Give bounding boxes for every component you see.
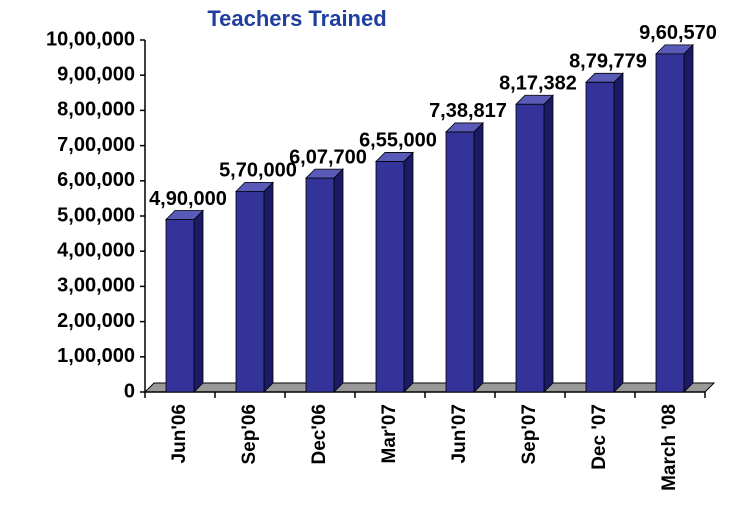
bar-side	[193, 209, 204, 393]
floor	[143, 382, 716, 393]
y-tick-label: 2,00,000	[57, 310, 135, 332]
bar-front	[375, 161, 405, 393]
x-tick-label: Jun'07	[449, 404, 470, 463]
y-tick-label: 8,00,000	[57, 99, 135, 121]
y-tick-label: 10,00,000	[46, 28, 135, 50]
bar-side	[613, 72, 624, 393]
bar-front	[515, 103, 545, 393]
value-label: 7,38,817	[429, 100, 507, 122]
y-tick-label: 0	[124, 380, 135, 402]
bar-side	[333, 168, 344, 393]
value-label: 6,55,000	[359, 130, 437, 152]
bar	[655, 43, 694, 393]
value-label: 8,79,779	[569, 51, 647, 73]
bar	[165, 209, 204, 393]
y-tick-label: 1,00,000	[57, 345, 135, 367]
bar-side	[263, 181, 274, 393]
bar-front	[235, 190, 265, 393]
y-tick-label: 7,00,000	[57, 134, 135, 156]
bar	[445, 121, 484, 393]
x-tick-label: Dec'06	[309, 404, 330, 465]
value-label: 9,60,570	[639, 22, 717, 44]
y-tick-label: 4,00,000	[57, 239, 135, 261]
bar-side	[683, 43, 694, 393]
x-tick-label: Sep'06	[239, 404, 260, 465]
bar	[515, 94, 554, 393]
bar-side	[403, 151, 414, 393]
bar-front	[655, 53, 685, 393]
x-tick-label: Jun'06	[169, 404, 190, 463]
bar-side	[543, 94, 554, 393]
bar	[235, 181, 274, 393]
x-tick-label: Mar'07	[379, 404, 400, 463]
y-tick-label: 6,00,000	[57, 169, 135, 191]
x-tick-label: Sep'07	[519, 404, 540, 465]
bar	[375, 151, 414, 393]
x-tick-label: March '08	[659, 404, 680, 491]
bar-front	[305, 177, 335, 393]
bar-front	[585, 81, 615, 393]
value-label: 4,90,000	[149, 188, 227, 210]
bar-front	[165, 219, 195, 393]
bar	[585, 72, 624, 393]
value-label: 8,17,382	[499, 73, 577, 95]
y-tick-label: 3,00,000	[57, 275, 135, 297]
y-tick-label: 5,00,000	[57, 204, 135, 226]
bar	[305, 168, 344, 393]
bar-front	[445, 131, 475, 393]
value-label: 6,07,700	[289, 146, 367, 168]
chart-title: Teachers Trained	[207, 6, 386, 31]
y-tick-label: 9,00,000	[57, 63, 135, 85]
x-tick-label: Dec '07	[589, 404, 610, 470]
value-label: 5,70,000	[219, 160, 297, 182]
bar-side	[473, 121, 484, 393]
